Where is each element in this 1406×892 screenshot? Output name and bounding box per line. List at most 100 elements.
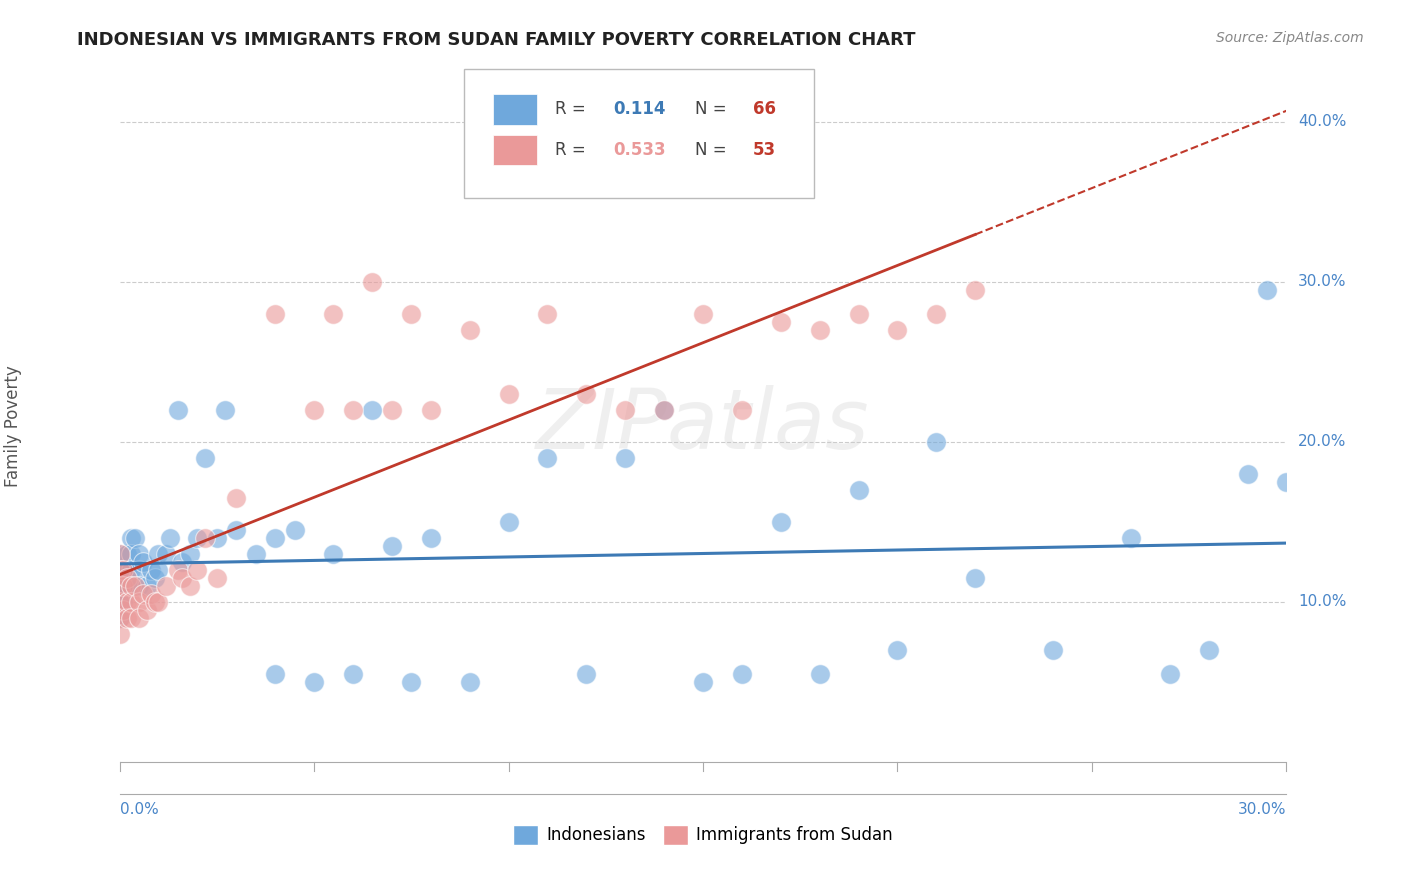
Point: [120, 595, 142, 609]
Point: [965, 283, 987, 297]
Point: [458, 323, 481, 337]
Point: [245, 547, 267, 561]
Point: [112, 563, 135, 577]
Point: [322, 547, 344, 561]
Text: R =: R =: [555, 141, 591, 159]
Point: [170, 571, 193, 585]
Point: [179, 579, 201, 593]
Point: [401, 307, 423, 321]
Point: [381, 403, 404, 417]
Point: [112, 595, 135, 609]
Point: [155, 547, 177, 561]
Point: [170, 555, 193, 569]
Point: [498, 515, 520, 529]
Point: [148, 595, 170, 609]
Point: [155, 579, 177, 593]
Point: [120, 563, 142, 577]
Point: [179, 547, 201, 561]
Text: 30.0%: 30.0%: [1239, 802, 1286, 817]
Point: [302, 674, 325, 689]
Point: [112, 579, 135, 593]
Point: [112, 579, 135, 593]
Text: ZIPatlas: ZIPatlas: [536, 385, 870, 467]
Point: [1275, 475, 1298, 489]
Text: 53: 53: [754, 141, 776, 159]
Bar: [494, 135, 537, 165]
Point: [108, 563, 131, 577]
Point: [117, 579, 139, 593]
Point: [575, 666, 598, 681]
Point: [848, 483, 870, 497]
Point: [139, 587, 162, 601]
Point: [132, 555, 155, 569]
Text: 0.533: 0.533: [613, 141, 666, 159]
Point: [264, 531, 287, 545]
Point: [148, 563, 170, 577]
Point: [692, 307, 714, 321]
Point: [652, 403, 675, 417]
Point: [1042, 643, 1064, 657]
Text: INDONESIAN VS IMMIGRANTS FROM SUDAN FAMILY POVERTY CORRELATION CHART: INDONESIAN VS IMMIGRANTS FROM SUDAN FAMI…: [77, 31, 915, 49]
Point: [108, 547, 131, 561]
Text: 0.0%: 0.0%: [120, 802, 159, 817]
Point: [302, 403, 325, 417]
Point: [108, 611, 131, 625]
Point: [808, 666, 831, 681]
Legend: Indonesians, Immigrants from Sudan: Indonesians, Immigrants from Sudan: [506, 818, 900, 852]
Point: [419, 531, 441, 545]
Point: [419, 403, 441, 417]
Point: [120, 531, 142, 545]
Point: [112, 563, 135, 577]
Point: [120, 611, 142, 625]
Text: Source: ZipAtlas.com: Source: ZipAtlas.com: [1216, 31, 1364, 45]
Point: [731, 403, 754, 417]
Point: [108, 547, 131, 561]
Text: 40.0%: 40.0%: [1298, 114, 1347, 129]
Point: [120, 579, 142, 593]
Point: [886, 323, 908, 337]
Point: [135, 603, 157, 617]
Point: [128, 595, 150, 609]
Point: [284, 523, 307, 537]
Text: 30.0%: 30.0%: [1298, 275, 1347, 289]
Point: [458, 674, 481, 689]
Text: N =: N =: [695, 141, 731, 159]
Point: [264, 666, 287, 681]
Text: N =: N =: [695, 101, 731, 119]
Text: 66: 66: [754, 101, 776, 119]
Point: [205, 571, 228, 585]
Point: [225, 523, 247, 537]
Point: [128, 579, 150, 593]
Point: [731, 666, 754, 681]
Point: [575, 387, 598, 401]
Point: [143, 595, 166, 609]
Point: [361, 275, 384, 289]
Point: [132, 587, 155, 601]
FancyBboxPatch shape: [464, 69, 814, 198]
Point: [166, 403, 188, 417]
Point: [848, 307, 870, 321]
Point: [536, 450, 558, 465]
Point: [498, 387, 520, 401]
Point: [614, 450, 637, 465]
Point: [128, 547, 150, 561]
Point: [194, 531, 217, 545]
Text: 20.0%: 20.0%: [1298, 434, 1347, 450]
Point: [614, 403, 637, 417]
Point: [214, 403, 236, 417]
Point: [925, 307, 948, 321]
Point: [264, 307, 287, 321]
Point: [108, 595, 131, 609]
Text: Family Poverty: Family Poverty: [4, 365, 22, 487]
Point: [148, 547, 170, 561]
Point: [769, 315, 792, 329]
Point: [117, 571, 139, 585]
Point: [652, 403, 675, 417]
Point: [1159, 666, 1181, 681]
Point: [143, 571, 166, 585]
Point: [166, 563, 188, 577]
Point: [1119, 531, 1142, 545]
Point: [124, 579, 146, 593]
Point: [108, 627, 131, 641]
Point: [342, 403, 364, 417]
